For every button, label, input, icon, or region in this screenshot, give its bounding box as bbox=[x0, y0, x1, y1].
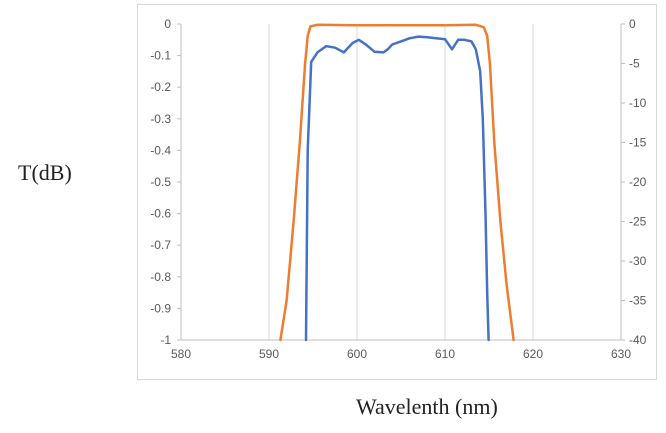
left-tick-label: -1 bbox=[160, 333, 171, 347]
right-tick-label: -5 bbox=[629, 57, 640, 71]
right-tick-label: -15 bbox=[629, 136, 647, 150]
left-tick-label: -0.1 bbox=[150, 49, 171, 63]
x-tick-label: 610 bbox=[435, 347, 455, 361]
x-tick-label: 580 bbox=[171, 347, 191, 361]
transmission-chart: 580 590 600 610 620 630 0 -0.1 -0.2 -0.3 -0.4 -0.5 -… bbox=[150, 17, 647, 361]
right-tick-label: -30 bbox=[629, 254, 647, 268]
right-tick-label: -40 bbox=[629, 333, 647, 347]
right-tick-label: 0 bbox=[629, 17, 636, 31]
left-tick-label: -0.8 bbox=[150, 270, 171, 284]
chart-area: 580 590 600 610 620 630 0 -0.1 -0.2 -0.3 -0.4 -0.5 -… bbox=[137, 4, 657, 380]
x-tick-label: 630 bbox=[611, 347, 631, 361]
left-tick-label: -0.4 bbox=[150, 143, 171, 157]
x-tick-label: 620 bbox=[523, 347, 543, 361]
series-line-left-axis bbox=[304, 35, 490, 342]
left-tick-label: -0.6 bbox=[150, 207, 171, 221]
left-tick-label: -0.3 bbox=[150, 112, 171, 126]
series-line-right-axis bbox=[279, 23, 515, 342]
x-tick-label: 600 bbox=[347, 347, 367, 361]
x-axis-label: Wavelenth (nm) bbox=[356, 394, 498, 419]
y-axis-label: T(dB) bbox=[18, 160, 72, 185]
left-tick-label: -0.5 bbox=[150, 175, 171, 189]
right-tick-label: -25 bbox=[629, 215, 647, 229]
left-tick-label: 0 bbox=[164, 17, 171, 31]
left-tick-label: -0.7 bbox=[150, 238, 171, 252]
x-tick-label: 590 bbox=[259, 347, 279, 361]
right-tick-label: -35 bbox=[629, 294, 647, 308]
left-tick-label: -0.2 bbox=[150, 80, 171, 94]
right-tick-label: -20 bbox=[629, 175, 647, 189]
left-tick-label: -0.9 bbox=[150, 301, 171, 315]
right-tick-label: -10 bbox=[629, 96, 647, 110]
